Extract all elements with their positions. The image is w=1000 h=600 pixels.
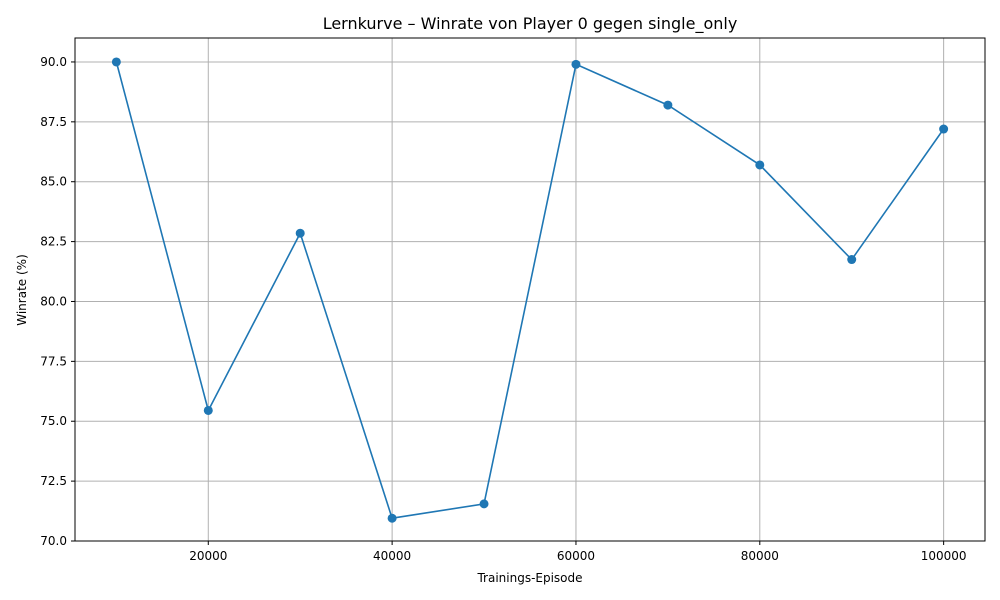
y-axis-label: Winrate (%) (15, 254, 29, 326)
data-point (295, 228, 305, 238)
y-axis: 70.0 72.5 75.0 77.5 80.0 82.5 85.0 87.5 90.0 (40, 55, 75, 548)
y-tick-label: 85.0 (40, 175, 67, 189)
y-tick-label: 87.5 (40, 115, 67, 129)
chart-title: Lernkurve – Winrate von Player 0 gegen s… (323, 14, 738, 34)
data-point (203, 405, 213, 415)
plot-frame (74, 37, 986, 542)
data-point (571, 59, 581, 69)
data-point (663, 100, 673, 110)
x-axis: 20000 40000 60000 80000 100000 (189, 541, 967, 563)
data-point (111, 57, 121, 67)
series-line (115, 61, 945, 520)
data-point (387, 513, 397, 523)
data-point (847, 255, 857, 265)
y-tick-label: 72.5 (40, 474, 67, 488)
y-tick-label: 75.0 (40, 414, 67, 428)
x-tick-label: 80000 (741, 549, 779, 563)
y-tick-label: 80.0 (40, 294, 67, 308)
y-tick-label: 77.5 (40, 354, 67, 368)
x-tick-label: 60000 (557, 549, 595, 563)
grid-lines (75, 38, 985, 542)
data-point (939, 124, 949, 134)
y-tick-label: 82.5 (40, 235, 67, 249)
x-tick-label: 40000 (373, 549, 411, 563)
data-point (479, 499, 489, 509)
x-axis-label: Trainings-Episode (476, 571, 582, 585)
y-tick-label: 90.0 (40, 55, 67, 69)
y-tick-label: 70.0 (40, 534, 67, 548)
x-tick-label: 100000 (921, 549, 967, 563)
data-point (755, 160, 765, 170)
series-0 (111, 57, 949, 523)
x-tick-label: 20000 (189, 549, 227, 563)
